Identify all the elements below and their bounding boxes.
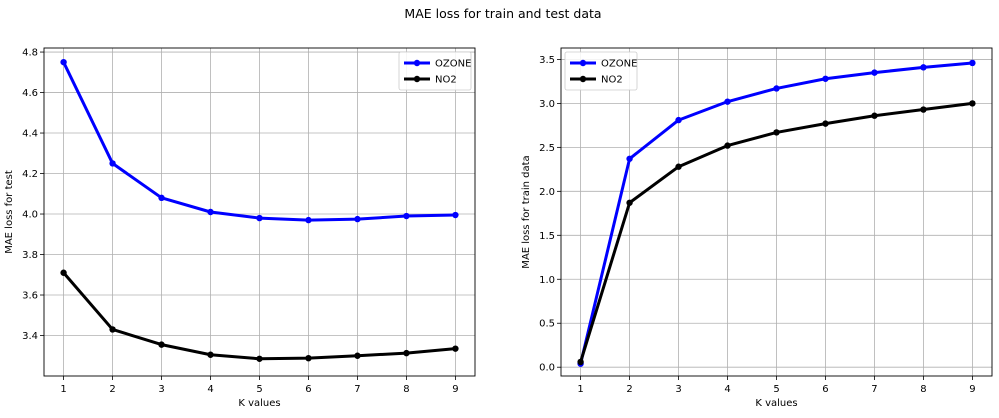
x-tick-label: 1 — [60, 384, 66, 395]
x-tick-label: 4 — [207, 384, 213, 395]
y-tick-label: 3.6 — [22, 291, 38, 302]
figure-title: MAE loss for train and test data — [404, 6, 601, 21]
y-tick-label: 3.5 — [539, 55, 555, 66]
y-axis-label: MAE loss for train data — [521, 155, 532, 268]
y-tick-label: 3.0 — [539, 99, 555, 110]
data-point-no2 — [969, 100, 976, 107]
legend-marker-ozone — [579, 59, 587, 67]
y-tick-label: 0.0 — [539, 363, 555, 374]
y-tick-label: 4.8 — [22, 48, 38, 59]
legend-marker-no2 — [579, 75, 587, 83]
data-point-ozone — [207, 208, 214, 216]
data-point-no2 — [724, 142, 731, 149]
data-point-no2 — [452, 345, 459, 352]
legend-marker-no2 — [413, 75, 421, 83]
data-point-ozone — [354, 215, 361, 223]
data-point-no2 — [305, 354, 312, 362]
y-tick-label: 2.5 — [539, 143, 555, 154]
legend-label-no2: NO2 — [601, 75, 623, 86]
data-point-ozone — [920, 64, 927, 71]
y-tick-label: 4.6 — [22, 88, 38, 99]
x-axis-label: K values — [755, 398, 797, 409]
legend-label-ozone: OZONE — [435, 59, 471, 70]
data-point-no2 — [403, 349, 410, 357]
x-tick-label: 5 — [773, 384, 779, 395]
chart-panel-2: 1 2 3 4 5 6 7 8 9 0.0 0.5 1.0 1.5 2.0 2.5 3.0 3.5 K value… — [521, 47, 993, 409]
data-point-ozone — [403, 212, 410, 220]
data-point-ozone — [822, 75, 829, 82]
data-point-no2 — [158, 341, 165, 348]
x-tick-label: 8 — [920, 384, 926, 395]
data-point-ozone — [60, 58, 67, 66]
plot-frame — [560, 47, 993, 377]
x-tick-label: 4 — [724, 384, 730, 395]
data-point-ozone — [724, 98, 731, 105]
data-point-ozone — [675, 116, 682, 124]
data-point-no2 — [871, 112, 878, 119]
data-point-no2 — [626, 199, 633, 206]
data-point-ozone — [452, 211, 459, 219]
y-tick-label: 1.0 — [539, 275, 555, 286]
x-tick-label: 3 — [158, 384, 164, 395]
data-point-ozone — [969, 59, 976, 67]
data-point-ozone — [158, 194, 165, 202]
data-point-no2 — [354, 352, 361, 359]
data-point-no2 — [822, 120, 829, 127]
data-point-no2 — [675, 163, 682, 170]
data-point-no2 — [773, 129, 780, 136]
plot-frame — [43, 47, 476, 377]
y-tick-label: 4.0 — [22, 210, 38, 221]
x-tick-label: 2 — [109, 384, 115, 395]
y-tick-label: 3.8 — [22, 250, 38, 261]
x-tick-label: 3 — [675, 384, 681, 395]
y-tick-label: 1.5 — [539, 231, 555, 242]
data-point-ozone — [256, 214, 263, 222]
x-tick-label: 2 — [626, 384, 632, 395]
data-point-ozone — [626, 155, 633, 162]
legend-label-no2: NO2 — [435, 75, 457, 86]
data-point-no2 — [920, 106, 927, 113]
data-point-no2 — [207, 351, 214, 358]
y-tick-label: 0.5 — [539, 319, 555, 330]
y-tick-label: 4.2 — [22, 169, 38, 180]
y-tick-label: 3.4 — [22, 331, 38, 342]
x-tick-label: 6 — [305, 384, 311, 395]
y-tick-label: 2.0 — [539, 187, 555, 198]
x-tick-label: 7 — [871, 384, 877, 395]
y-tick-label: 4.4 — [22, 129, 38, 140]
data-point-ozone — [871, 69, 878, 76]
x-tick-label: 1 — [577, 384, 583, 395]
x-tick-label: 9 — [969, 384, 975, 395]
x-tick-label: 9 — [452, 384, 458, 395]
legend-label-ozone: OZONE — [601, 59, 637, 70]
y-axis-label: MAE loss for test — [4, 170, 15, 254]
legend: OZONE NO2 — [564, 51, 637, 91]
data-point-ozone — [773, 85, 780, 92]
x-axis-label: K values — [238, 398, 280, 409]
x-tick-label: 8 — [403, 384, 409, 395]
data-point-ozone — [109, 160, 116, 167]
x-tick-label: 5 — [256, 384, 262, 395]
data-point-no2 — [577, 358, 584, 366]
x-tick-label: 6 — [822, 384, 828, 395]
data-point-no2 — [109, 326, 116, 333]
x-tick-label: 7 — [354, 384, 360, 395]
chart-panel-1: 1 2 3 4 5 6 7 8 9 3.4 3.6 3.8 4.0 4.2 4.4 4.6 4.8 K value… — [4, 47, 476, 409]
data-point-no2 — [60, 269, 67, 276]
data-point-no2 — [256, 355, 263, 362]
legend-marker-ozone — [413, 59, 421, 67]
legend: OZONE NO2 — [398, 51, 471, 91]
data-point-ozone — [305, 216, 312, 224]
